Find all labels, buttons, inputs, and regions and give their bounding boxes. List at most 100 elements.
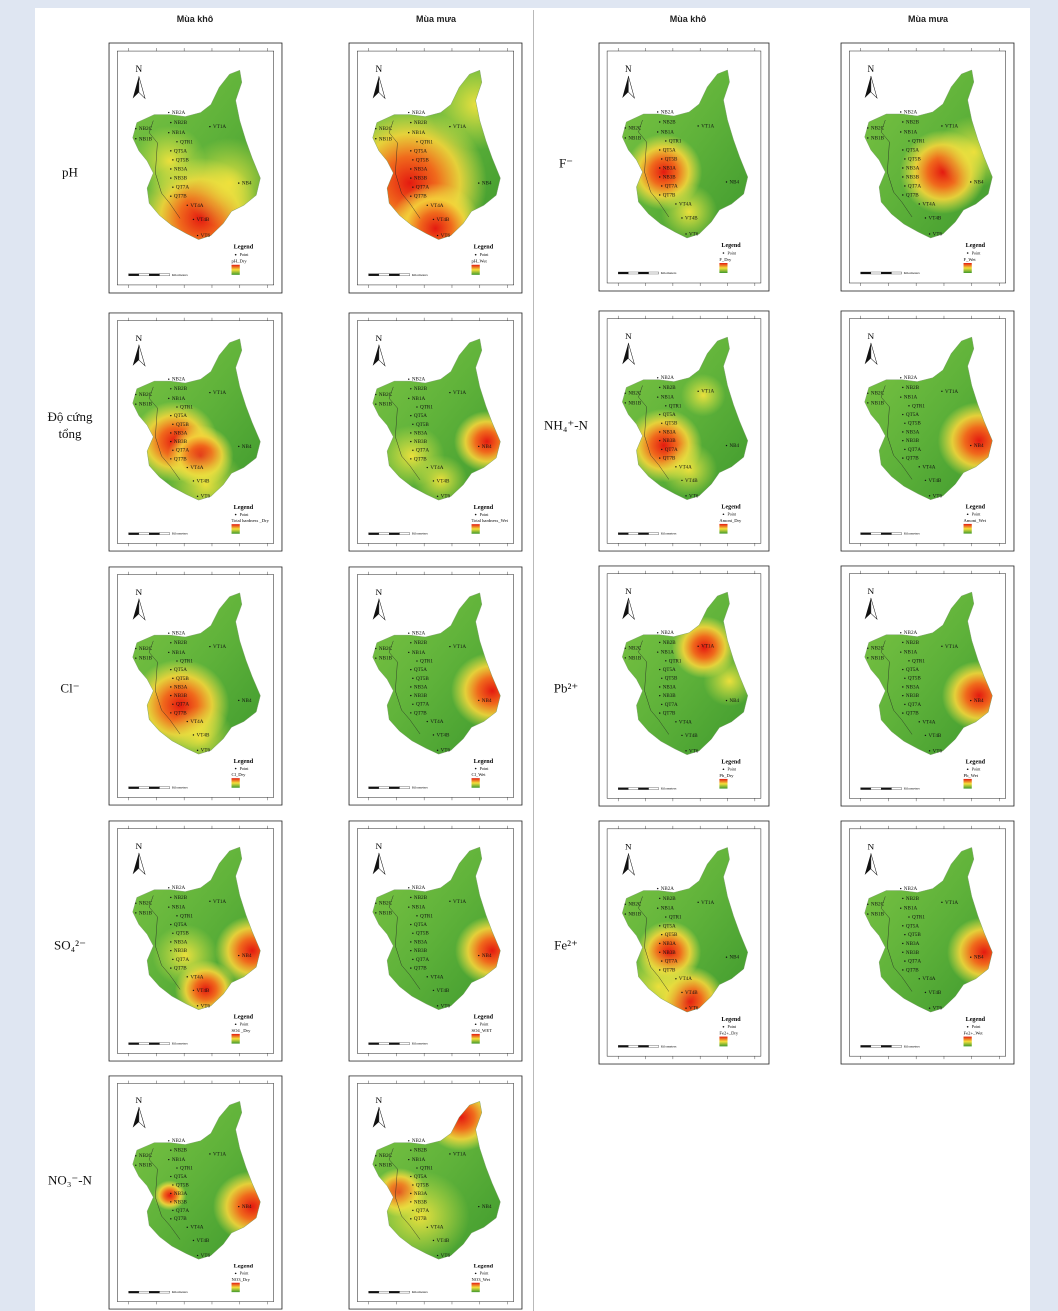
station-label: NB2B [906, 897, 920, 902]
station-label: QT7B [906, 712, 920, 717]
station-dot [697, 125, 698, 126]
station-label: NB2A [172, 1139, 186, 1144]
scale-unit: Kilometers [904, 787, 921, 791]
station-label: NB3B [414, 694, 428, 699]
station-label: NB3A [414, 686, 428, 691]
station-dot [867, 402, 868, 403]
station-dot [941, 646, 942, 647]
station-label: NB1B [139, 136, 153, 142]
divider [533, 10, 534, 1311]
station-dot [135, 912, 136, 913]
legend-point-label: Point [972, 512, 982, 517]
legend-title: Legend [721, 505, 741, 511]
legend-title: Legend [966, 760, 986, 766]
station-label: NB2A [661, 376, 675, 381]
station-dot [902, 712, 903, 713]
station-label: VT4B [929, 734, 943, 739]
scale-segment [129, 1043, 139, 1045]
station-dot [193, 1240, 194, 1241]
station-label: QT7A [665, 703, 678, 708]
station-dot [726, 181, 727, 182]
station-dot [867, 127, 868, 128]
legend-point-label: Point [480, 252, 490, 257]
station-dot [172, 159, 173, 160]
map-panel: NB2ANB2CNB2BVT1ANB1BNB1AQTR1QT5AQT5BNB3A… [348, 820, 523, 1062]
station-label: NB3B [414, 949, 428, 954]
station-dot [193, 990, 194, 991]
station-label: QT7A [416, 1209, 430, 1214]
station-label: NB3A [174, 1192, 188, 1197]
station-dot [170, 1193, 171, 1194]
station-dot [170, 967, 171, 968]
station-dot [902, 194, 903, 195]
station-label: NB2C [628, 647, 642, 652]
station-label: NB3A [174, 941, 188, 946]
station-label: VT4A [190, 975, 204, 980]
station-label: VT4B [197, 734, 211, 739]
scale-segment [379, 787, 389, 789]
station-dot [375, 138, 376, 139]
station-dot [135, 403, 136, 404]
legend-ramp [719, 779, 727, 789]
scale-segment [369, 1291, 379, 1293]
station-label: NB2C [139, 126, 153, 132]
station-label: NB2C [139, 647, 153, 652]
station-label: NB3B [174, 949, 188, 954]
station-label: VT4A [190, 466, 204, 471]
station-dot [900, 888, 901, 889]
scale-segment [139, 787, 149, 789]
station-label: QT7B [906, 193, 919, 199]
station-dot [661, 678, 662, 679]
legend-point-label: Point [480, 1022, 490, 1027]
station-dot [433, 990, 434, 991]
station-dot [172, 424, 173, 425]
station-label: NB1A [412, 651, 426, 656]
scale-segment [628, 272, 638, 274]
station-label: VT6 [201, 233, 211, 239]
legend-point-label: Point [728, 767, 737, 772]
legend-ramp [964, 263, 972, 273]
station-label: VT4B [685, 217, 698, 222]
north-label: N [868, 842, 875, 852]
station-dot [410, 950, 411, 951]
station-label: VT1A [945, 645, 959, 650]
station-dot [685, 1007, 686, 1008]
station-dot [410, 177, 411, 178]
station-dot [197, 750, 198, 751]
station-dot [659, 431, 660, 432]
station-dot [902, 440, 903, 441]
scale-segment [129, 274, 139, 276]
station-label: QT7A [665, 185, 678, 190]
legend-point [235, 1023, 237, 1025]
station-label: VT6 [441, 495, 451, 500]
station-dot [375, 403, 376, 404]
station-dot [410, 1201, 411, 1202]
station-dot [375, 657, 376, 658]
station-label: NB3A [174, 686, 188, 691]
station-label: NB1A [661, 907, 675, 912]
map-panel: NB2ANB2CNB2BVT1ANB1BNB1AQTR1QT5AQT5BNB3A… [108, 42, 283, 294]
station-dot [170, 196, 171, 197]
station-label: QT7B [414, 711, 428, 716]
legend-layer: Total hardness_Wet [472, 518, 509, 523]
station-label: QT5B [176, 1184, 190, 1189]
legend-point [723, 1026, 725, 1028]
station-dot [919, 978, 920, 979]
scale-unit: Kilometers [412, 1290, 429, 1294]
station-label: NB1B [139, 911, 153, 916]
legend-layer: pH_Wet [472, 259, 488, 264]
legend-ramp [232, 265, 240, 275]
station-label: NB2A [412, 110, 426, 116]
station-label: QT5B [176, 932, 190, 937]
station-dot [449, 1153, 450, 1154]
station-dot [433, 219, 434, 220]
station-label: VT4B [929, 991, 943, 996]
station-dot [412, 186, 413, 187]
scale-segment [861, 533, 871, 535]
scale-segment [628, 1045, 638, 1047]
legend-title: Legend [721, 243, 741, 249]
station-dot [170, 924, 171, 925]
station-label: QTR1 [912, 404, 925, 409]
station-label: VT1A [701, 390, 714, 395]
scale-segment [881, 1045, 891, 1047]
